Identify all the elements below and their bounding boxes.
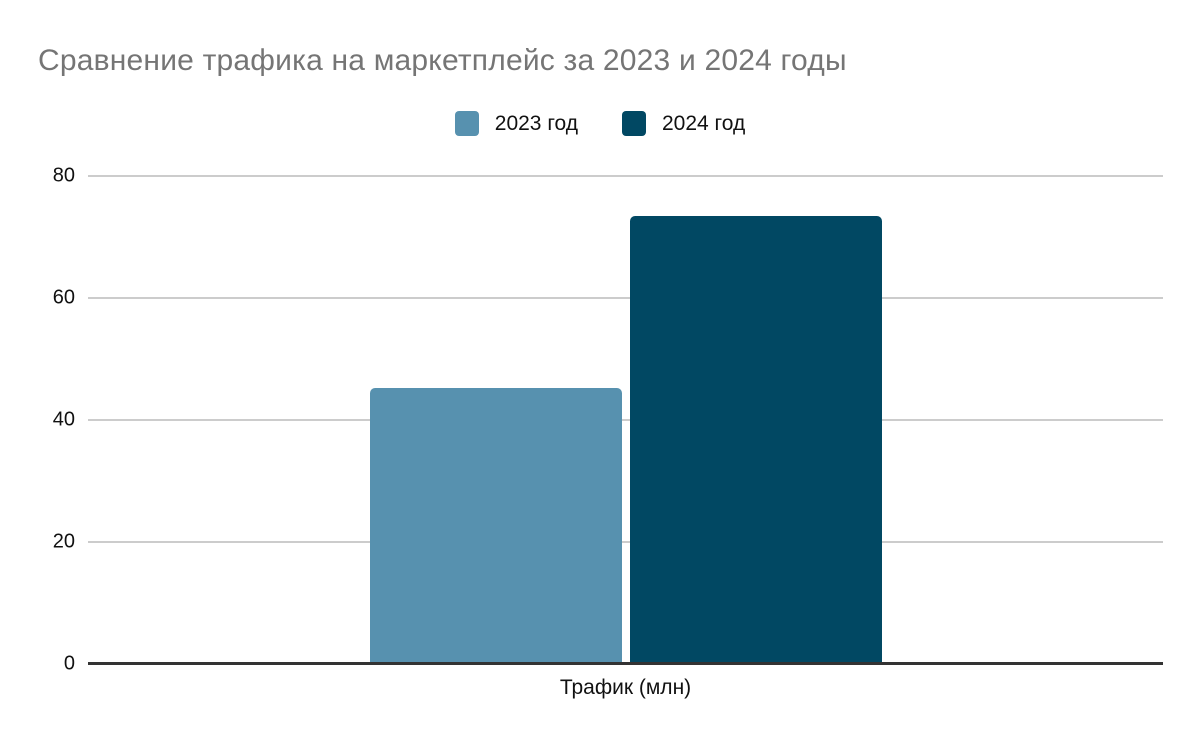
gridline-80 — [88, 175, 1163, 177]
x-axis-title: Трафик (млн) — [559, 676, 692, 699]
y-tick-label-60: 60 — [52, 286, 75, 309]
bar-2024 — [629, 215, 882, 664]
legend-swatch-2024 — [622, 111, 646, 136]
legend-label-2024: 2024 год — [662, 111, 746, 135]
y-tick-label-80: 80 — [52, 164, 75, 187]
y-tick-label-40: 40 — [52, 408, 75, 431]
legend-label-2023: 2023 год — [494, 111, 578, 135]
legend-item-2024: 2024 год — [622, 111, 745, 136]
bar-2023 — [369, 388, 622, 664]
legend-swatch-2023 — [454, 111, 479, 136]
plot-area — [88, 175, 1163, 665]
chart-title: Сравнение трафика на маркетплейс за 2023… — [38, 44, 847, 77]
gridline-60 — [88, 297, 1163, 299]
y-tick-label-0: 0 — [63, 652, 75, 675]
legend-item-2023: 2023 год — [454, 111, 578, 136]
gridline-20 — [88, 541, 1163, 543]
x-axis-line — [88, 662, 1163, 665]
gridline-40 — [88, 419, 1163, 421]
legend: 2023 год 2024 год — [0, 111, 1200, 136]
y-tick-label-20: 20 — [52, 530, 75, 553]
